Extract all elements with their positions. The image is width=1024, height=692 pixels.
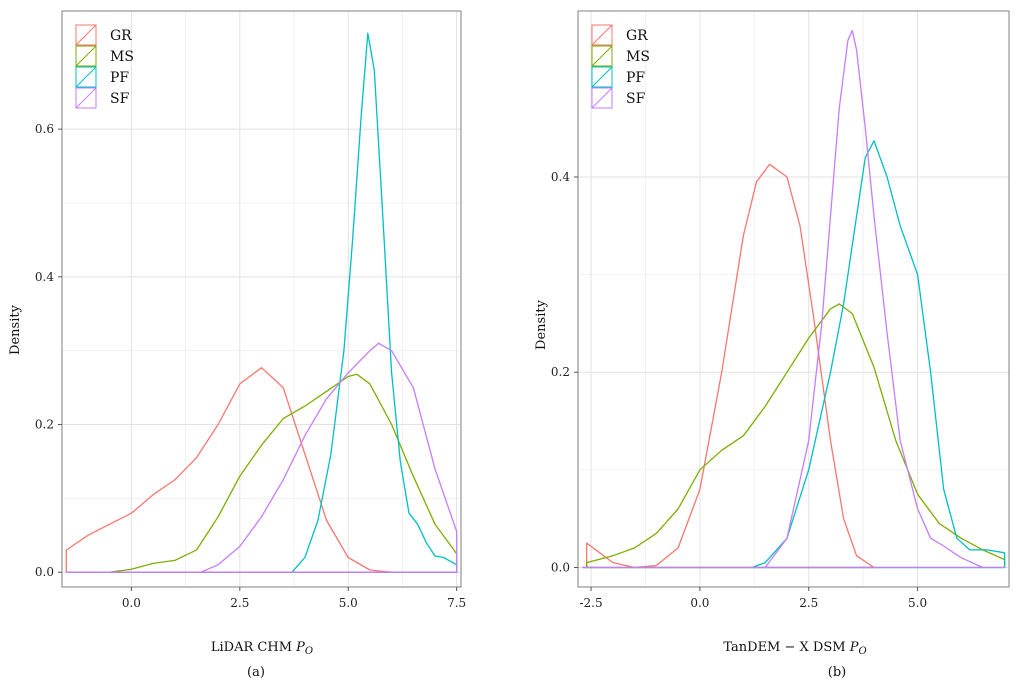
- panel-b-x-axis-title: TanDEM − X DSM PO: [723, 640, 866, 657]
- panel-a-label: (a): [247, 665, 265, 680]
- panel-a-legend-key-slash-gr: [75, 24, 97, 46]
- panel-b-y-tick-label: 0.4: [551, 170, 570, 184]
- panel-a-legend-key-sf: [75, 87, 97, 109]
- panel-a-legend-key-slash-pf: [75, 66, 97, 88]
- panel-b-series-gr: [582, 163, 875, 569]
- panel-a-y-tick-label: 0.2: [35, 418, 54, 432]
- panel-b-x-tick-label: 0.0: [690, 596, 709, 610]
- panel-b-series-sf: [582, 29, 1006, 569]
- panel-a-x-tick-label: 2.5: [230, 596, 249, 610]
- panel-a-x-tick-label: 5.0: [339, 596, 358, 610]
- panel-b-x-tick-label: 2.5: [799, 596, 818, 610]
- panel-b-legend-key-slash-gr: [591, 24, 613, 46]
- panel-b-x-tick-label: 5.0: [908, 596, 927, 610]
- panel-a-legend-label-sf: SF: [110, 91, 130, 107]
- panel-b-series-ms: [582, 303, 1006, 569]
- panel-b-legend-key-gr: [591, 24, 613, 46]
- panel-a-legend-key-slash-ms: [75, 45, 97, 67]
- panel-b-legend-key-slash-sf: [591, 87, 613, 109]
- panel-b-legend-label-gr: GR: [626, 28, 648, 44]
- panel-a-legend-key-pf: [75, 66, 97, 88]
- panel-a-y-tick-label: 0.0: [35, 565, 54, 579]
- panel-a: 0.0 2.5 5.0 7.5 0.0 0.2 0.4 0.6 GR MS PF SF: [35, 10, 466, 610]
- panel-b-label: (b): [828, 665, 846, 680]
- panel-b-legend-key-ms: [591, 45, 613, 67]
- panel-a-series-ms: [66, 373, 458, 573]
- panel-b-legend-key-slash-ms: [591, 45, 613, 67]
- panel-a-y-tick-label: 0.6: [35, 122, 54, 136]
- panel-a-legend-key-ms: [75, 45, 97, 67]
- panel-b-x-tick-label: -2.5: [579, 596, 602, 610]
- panel-a-legend-label-ms: MS: [110, 49, 134, 65]
- panel-b-y-tick-label: 0.2: [551, 365, 570, 379]
- panel-a-series-pf: [66, 32, 458, 573]
- panel-b-legend-key-slash-pf: [591, 66, 613, 88]
- panel-b-series-pf: [582, 140, 1006, 569]
- panel-b-legend-label-pf: PF: [626, 70, 645, 86]
- panel-a-y-axis-title: Density: [8, 304, 23, 355]
- panel-b-legend-label-sf: SF: [626, 91, 646, 107]
- panel-a-series-gr: [65, 367, 393, 573]
- panel-b-legend-key-sf: [591, 87, 613, 109]
- panel-b: -2.5 0.0 2.5 5.0 0.0 0.2 0.4 GR MS PF SF: [551, 10, 1010, 610]
- panel-a-x-axis-title: LiDAR CHM PO: [211, 640, 313, 657]
- panel-b-legend-key-pf: [591, 66, 613, 88]
- panel-a-y-tick-label: 0.4: [35, 270, 54, 284]
- panel-b-y-tick-label: 0.0: [551, 560, 570, 574]
- panel-a-frame: [61, 10, 462, 588]
- panel-b-legend-label-ms: MS: [626, 49, 650, 65]
- panel-a-x-tick-label: 7.5: [447, 596, 466, 610]
- panel-a-series-sf: [66, 342, 458, 573]
- panel-a-legend-key-slash-sf: [75, 87, 97, 109]
- panel-a-legend-label-pf: PF: [110, 70, 129, 86]
- panel-a-x-tick-label: 0.0: [122, 596, 141, 610]
- panel-a-legend-key-gr: [75, 24, 97, 46]
- panel-b-y-axis-title: Density: [534, 299, 549, 350]
- panel-b-frame: [577, 10, 1010, 588]
- panel-a-legend-label-gr: GR: [110, 28, 132, 44]
